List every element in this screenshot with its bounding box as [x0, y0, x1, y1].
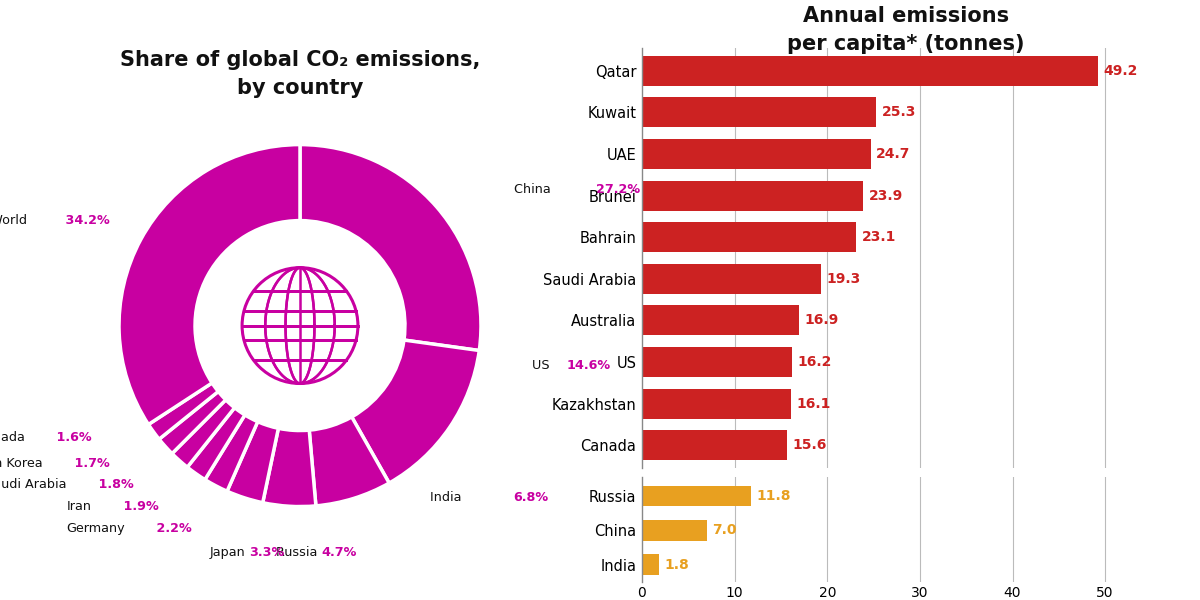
- Text: 11.8: 11.8: [757, 489, 791, 503]
- Bar: [642, 264, 821, 294]
- Text: 25.3: 25.3: [882, 106, 917, 119]
- Text: 24.7: 24.7: [876, 147, 911, 161]
- Wedge shape: [119, 145, 300, 424]
- Wedge shape: [205, 415, 258, 491]
- Bar: [642, 181, 863, 211]
- Text: 4.7%: 4.7%: [322, 547, 358, 559]
- Text: 19.3: 19.3: [827, 272, 860, 286]
- Wedge shape: [310, 417, 389, 506]
- Text: Russia: Russia: [276, 547, 322, 559]
- Bar: [642, 347, 792, 377]
- Text: Saudi Arabia: Saudi Arabia: [0, 478, 67, 491]
- Text: Iran: Iran: [67, 500, 92, 513]
- Wedge shape: [227, 422, 278, 503]
- Text: 23.9: 23.9: [869, 188, 904, 203]
- Wedge shape: [352, 340, 479, 483]
- Bar: [642, 222, 856, 252]
- Wedge shape: [149, 383, 218, 439]
- Text: 1.6%: 1.6%: [53, 431, 92, 444]
- Text: 23.1: 23.1: [862, 230, 896, 244]
- Text: 1.7%: 1.7%: [71, 457, 110, 470]
- Bar: [642, 554, 659, 575]
- Text: China: China: [514, 184, 554, 196]
- Text: 27.2%: 27.2%: [596, 184, 641, 196]
- Text: 2.2%: 2.2%: [151, 522, 192, 535]
- Text: 14.6%: 14.6%: [566, 359, 611, 372]
- Text: 1.8: 1.8: [665, 558, 689, 572]
- Wedge shape: [300, 145, 481, 350]
- Text: 7.0: 7.0: [713, 523, 737, 538]
- Text: Japan: Japan: [210, 547, 250, 559]
- Bar: [642, 485, 751, 506]
- Text: South Korea: South Korea: [0, 457, 43, 470]
- Text: 1.8%: 1.8%: [94, 478, 133, 491]
- Bar: [642, 139, 871, 169]
- Text: 15.6: 15.6: [792, 438, 827, 452]
- Text: India: India: [431, 491, 466, 504]
- Text: 1.9%: 1.9%: [119, 500, 158, 513]
- Text: 16.2: 16.2: [798, 355, 832, 369]
- Text: US: US: [532, 359, 553, 372]
- Text: 16.1: 16.1: [797, 397, 832, 410]
- Bar: [642, 56, 1098, 86]
- Text: 6.8%: 6.8%: [514, 491, 548, 504]
- Wedge shape: [160, 391, 226, 454]
- Text: Share of global CO₂ emissions,
by country: Share of global CO₂ emissions, by countr…: [120, 50, 480, 98]
- Bar: [642, 430, 786, 460]
- Bar: [642, 305, 798, 335]
- Text: 3.3%: 3.3%: [250, 547, 284, 559]
- Text: Canada: Canada: [0, 431, 25, 444]
- Bar: [642, 389, 791, 419]
- Wedge shape: [187, 408, 245, 479]
- Text: 16.9: 16.9: [804, 313, 839, 328]
- Wedge shape: [263, 428, 316, 506]
- Text: Germany: Germany: [66, 522, 125, 535]
- Text: 49.2: 49.2: [1103, 64, 1138, 78]
- Bar: [642, 520, 707, 541]
- Wedge shape: [172, 400, 235, 467]
- Text: 34.2%: 34.2%: [61, 214, 110, 227]
- Text: Annual emissions
per capita* (tonnes): Annual emissions per capita* (tonnes): [787, 6, 1025, 54]
- Bar: [642, 97, 876, 127]
- Text: Rest of the World: Rest of the World: [0, 214, 28, 227]
